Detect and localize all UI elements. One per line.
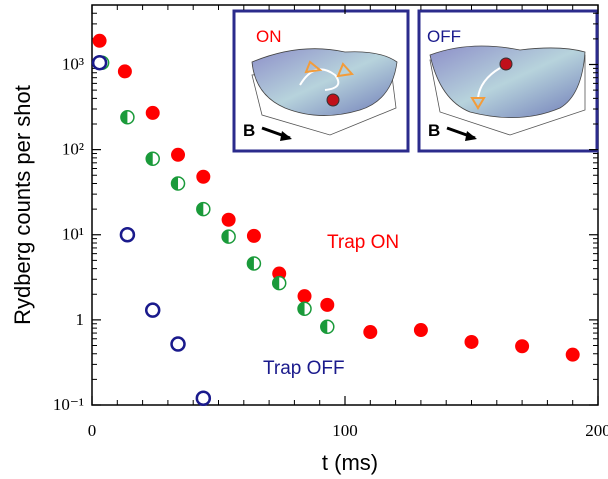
marker xyxy=(145,105,160,120)
marker xyxy=(515,339,530,354)
y-tick-label: 10³ xyxy=(62,54,84,73)
marker-half xyxy=(222,230,229,244)
data-point xyxy=(145,151,160,167)
data-point xyxy=(515,339,530,354)
y-axis-title: Rydberg counts per shot xyxy=(10,85,35,325)
data-point xyxy=(171,147,186,162)
marker-half xyxy=(320,320,328,334)
marker-half xyxy=(247,256,254,270)
marker xyxy=(144,302,161,318)
inset-field-label: B xyxy=(428,121,440,140)
data-point xyxy=(196,201,211,217)
data-point xyxy=(363,325,378,340)
y-tick-label: 10¹ xyxy=(62,225,84,244)
data-point xyxy=(246,256,262,271)
data-point xyxy=(117,64,132,79)
marker xyxy=(92,33,107,48)
data-point xyxy=(196,169,211,184)
series-annotation: Trap ON xyxy=(327,232,399,253)
inset-on xyxy=(232,9,410,153)
x-tick-label: 100 xyxy=(332,421,358,440)
data-point xyxy=(271,275,287,291)
x-tick-label: 0 xyxy=(88,421,97,440)
inset-off xyxy=(417,9,599,153)
data-point xyxy=(320,297,335,312)
marker-half xyxy=(196,202,204,216)
data-point xyxy=(170,176,186,191)
marker-half xyxy=(120,110,128,124)
marker xyxy=(464,334,479,349)
marker xyxy=(119,226,136,243)
data-point xyxy=(195,390,212,407)
marker-half xyxy=(171,176,179,190)
data-point xyxy=(297,289,312,304)
marker xyxy=(565,347,580,362)
marker xyxy=(221,212,236,227)
marker xyxy=(195,390,212,407)
marker xyxy=(320,297,335,312)
data-point xyxy=(120,110,135,125)
marker xyxy=(196,169,211,184)
marker xyxy=(117,64,132,79)
marker xyxy=(363,325,378,340)
x-axis-title: t (ms) xyxy=(322,450,378,475)
y-tick-label: 10² xyxy=(62,140,84,159)
marker xyxy=(171,147,186,162)
data-point xyxy=(246,228,261,243)
data-point xyxy=(221,212,236,227)
data-point xyxy=(145,105,160,120)
inset-field-label: B xyxy=(243,121,255,140)
data-point xyxy=(297,301,312,317)
y-tick-label: 1 xyxy=(76,310,85,329)
x-tick-label: 200 xyxy=(585,421,608,440)
series-annotation: Trap OFF xyxy=(263,358,345,379)
y-tick-label: 10⁻¹ xyxy=(53,395,84,414)
data-point xyxy=(464,334,479,349)
data-point xyxy=(119,226,136,243)
marker xyxy=(170,336,186,352)
marker-half xyxy=(272,276,280,290)
inset-label: OFF xyxy=(427,27,461,46)
marker xyxy=(246,228,261,243)
marker xyxy=(91,54,108,71)
marker-half xyxy=(298,302,305,316)
data-point xyxy=(565,347,580,362)
data-point xyxy=(91,54,108,71)
marker xyxy=(297,289,312,304)
data-point xyxy=(221,229,236,244)
inset-label: ON xyxy=(256,27,282,46)
data-point xyxy=(170,336,186,352)
data-point xyxy=(413,323,428,338)
data-point xyxy=(320,319,335,335)
data-point xyxy=(144,302,161,318)
marker-half xyxy=(146,152,153,166)
data-point xyxy=(92,33,107,48)
marker xyxy=(413,323,428,338)
